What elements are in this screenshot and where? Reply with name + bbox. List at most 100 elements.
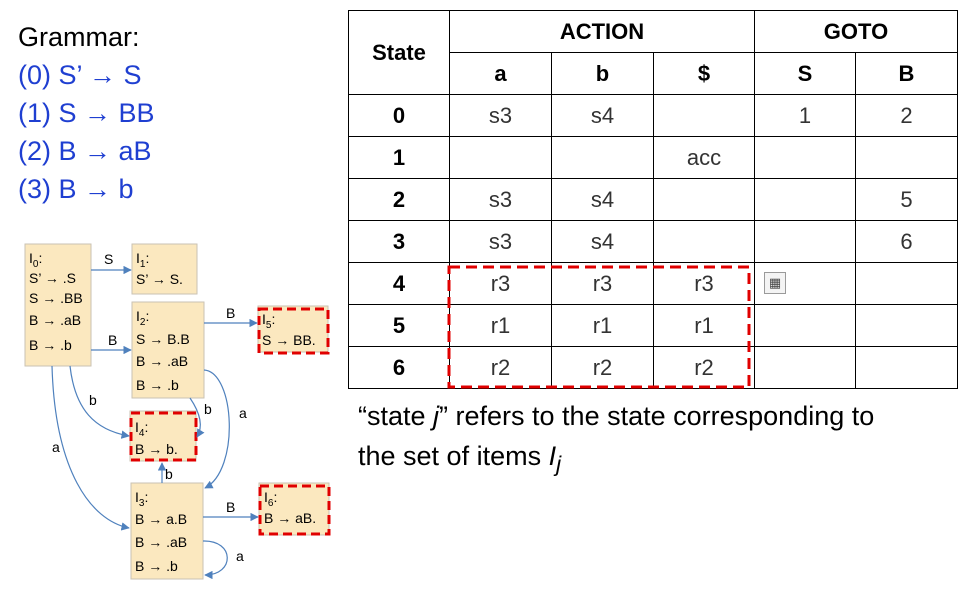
table-cell	[754, 220, 856, 263]
table-cell	[754, 136, 856, 179]
table-cell: r1	[653, 304, 755, 347]
state-i5: I5: S → BB.	[257, 305, 330, 355]
table-cell	[855, 346, 958, 389]
state-i0-item-2: B → .aB	[29, 312, 81, 328]
table-cell	[754, 304, 856, 347]
edge-label-b2: B	[226, 305, 235, 321]
grammar-block: Grammar: (0) S’ → S (1) S → BB (2) B → a…	[18, 18, 155, 208]
table-cell	[855, 136, 958, 179]
state-i1: I1: S’ → S.	[131, 243, 198, 295]
edge-label-s: S	[104, 251, 113, 267]
table-row: 5 r1 r1 r1	[348, 304, 958, 347]
state-i2-item-0: S → B.B	[136, 331, 190, 347]
state-i4-item-0: B → b.	[135, 441, 178, 457]
row-state: 0	[348, 94, 450, 137]
svg-text:I0:: I0:	[29, 250, 42, 270]
table-row: 1 acc	[348, 136, 958, 179]
table-row: 0 s3 s4 1 2	[348, 94, 958, 137]
table-cell: s3	[449, 94, 552, 137]
state-i0-label: I	[29, 250, 33, 266]
state-i3: I3: B → a.B B → .aB B → .b	[130, 482, 204, 580]
edge-label-a2: a	[239, 405, 247, 421]
table-cell: s4	[551, 94, 654, 137]
table-row: 2 s3 s4 5	[348, 178, 958, 221]
edge-label-b6: B	[226, 499, 235, 515]
state-i6-item-0: B → aB.	[264, 510, 316, 526]
svg-text:I3:: I3:	[135, 489, 148, 509]
state-i6: I6: B → aB.	[258, 482, 331, 536]
table-cell	[754, 346, 856, 389]
table-cell	[855, 304, 958, 347]
row-state: 1	[348, 136, 450, 179]
state-i3-item-2: B → .b	[135, 558, 178, 574]
table-cell: r2	[653, 346, 755, 389]
col-header-a: a	[449, 52, 552, 95]
state-i4: I4: B → b.	[129, 410, 198, 462]
table-cell: acc	[653, 136, 755, 179]
edge-i0-i3	[51, 365, 130, 531]
note-line-2: the set of items Ij	[358, 441, 562, 477]
edge-label-b5: b	[165, 466, 173, 482]
table-cell: r3	[449, 262, 552, 305]
table-row: 3 s3 s4 6	[348, 220, 958, 263]
table-select-icon[interactable]: ▦	[764, 272, 786, 294]
col-header-bnt: B	[855, 52, 958, 95]
table-cell: s4	[551, 220, 654, 263]
col-header-dollar: $	[653, 52, 755, 95]
grammar-rule-0: (0) S’ → S	[18, 60, 142, 90]
svg-text:I1:: I1:	[136, 250, 149, 270]
row-state: 4	[348, 262, 450, 305]
grammar-rule-1: (1) S → BB	[18, 98, 155, 128]
note-line-1: “state j” refers to the state correspond…	[358, 401, 875, 431]
state-i3-item-1: B → .aB	[135, 534, 187, 550]
goto-header: GOTO	[754, 10, 958, 53]
table-cell: 1	[754, 94, 856, 137]
grammar-rule-3: (3) B → b	[18, 174, 134, 204]
svg-text:I6:: I6:	[264, 489, 277, 509]
state-i1-item-0: S’ → S.	[136, 271, 183, 287]
table-cell: r2	[449, 346, 552, 389]
svg-text:I4:: I4:	[135, 419, 148, 439]
table-cell: r3	[653, 262, 755, 305]
state-i3-item-0: B → a.B	[135, 511, 187, 527]
row-state: 2	[348, 178, 450, 221]
table-cell	[653, 178, 755, 221]
table-row: 6 r2 r2 r2	[348, 346, 958, 389]
state-i0-item-1: S → .BB	[29, 290, 83, 306]
edge-label-a3: a	[236, 548, 244, 564]
state-i2-item-2: B → .b	[136, 377, 179, 393]
state-header: State	[348, 10, 450, 95]
svg-text:I5:: I5:	[262, 311, 275, 331]
table-cell: s4	[551, 178, 654, 221]
row-state: 6	[348, 346, 450, 389]
svg-text:I2:: I2:	[136, 308, 149, 328]
parse-table: State ACTION GOTO a b $ S B 0 s3 s4 1 2 …	[348, 10, 958, 389]
table-cell: r1	[551, 304, 654, 347]
table-cell: r1	[449, 304, 552, 347]
row-state: 3	[348, 220, 450, 263]
table-cell: s3	[449, 220, 552, 263]
state-i2: I2: S → B.B B → .aB B → .b	[131, 301, 205, 399]
table-cell: r3	[551, 262, 654, 305]
edge-label-a1: a	[52, 439, 60, 455]
grammar-rule-2: (2) B → aB	[18, 136, 152, 166]
state-i0: I0: S’ → .S S → .BB B → .aB B → .b	[24, 243, 92, 367]
edge-i0-i4	[69, 365, 130, 439]
table-cell: 5	[855, 178, 958, 221]
table-cell: r2	[551, 346, 654, 389]
state-note: “state j” refers to the state correspond…	[358, 396, 874, 484]
edge-i2-i4	[189, 397, 205, 438]
table-cell: s3	[449, 178, 552, 221]
edge-i3-self	[202, 540, 228, 580]
edge-label-b3: b	[89, 392, 97, 408]
state-i5-item-0: S → BB.	[262, 332, 316, 348]
grammar-title: Grammar:	[18, 22, 140, 52]
table-cell: 6	[855, 220, 958, 263]
table-cell: 2	[855, 94, 958, 137]
table-cell	[449, 136, 552, 179]
table-cell	[653, 220, 755, 263]
state-i0-item-3: B → .b	[29, 337, 72, 353]
col-header-b: b	[551, 52, 654, 95]
table-cell	[551, 136, 654, 179]
state-i2-item-1: B → .aB	[136, 353, 188, 369]
